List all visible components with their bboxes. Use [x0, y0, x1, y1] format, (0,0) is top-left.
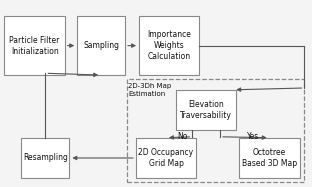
Text: 2D-3Dh Map
Estimation: 2D-3Dh Map Estimation: [128, 83, 171, 97]
FancyBboxPatch shape: [4, 16, 65, 75]
Text: Elevation
Traversability: Elevation Traversability: [180, 100, 232, 120]
Text: Importance
Weights
Calculation: Importance Weights Calculation: [147, 30, 191, 61]
Text: Sampling: Sampling: [83, 41, 119, 50]
FancyBboxPatch shape: [136, 138, 196, 178]
FancyBboxPatch shape: [22, 138, 69, 178]
FancyBboxPatch shape: [240, 138, 300, 178]
Text: Octotree
Based 3D Map: Octotree Based 3D Map: [242, 148, 297, 168]
FancyBboxPatch shape: [139, 16, 199, 75]
FancyBboxPatch shape: [176, 90, 236, 130]
Text: Yes: Yes: [247, 132, 260, 141]
Text: 2D Occupancy
Grid Map: 2D Occupancy Grid Map: [139, 148, 194, 168]
Text: No: No: [177, 132, 188, 141]
Text: Resampling: Resampling: [23, 154, 68, 163]
Text: Particle Filter
Initialization: Particle Filter Initialization: [9, 36, 60, 56]
FancyBboxPatch shape: [77, 16, 125, 75]
